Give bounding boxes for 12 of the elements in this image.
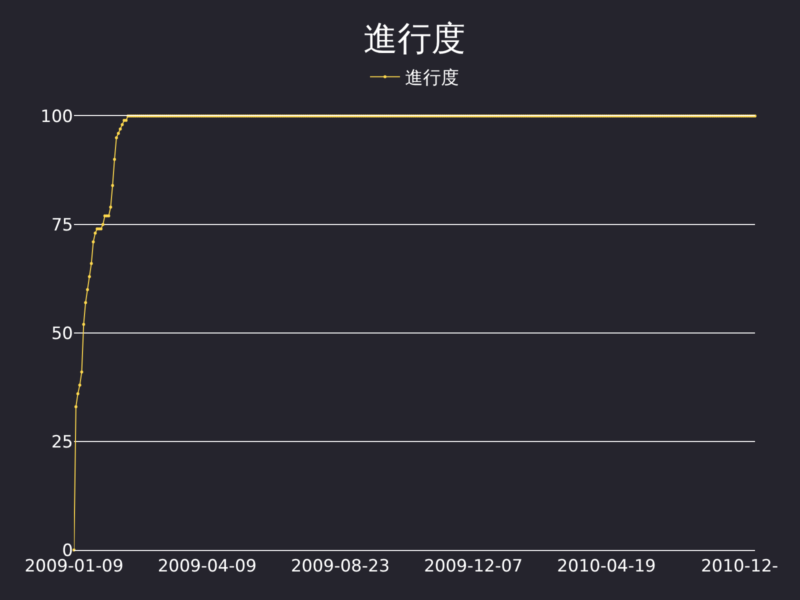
x-tick-label: 2009-08-23 — [290, 556, 390, 576]
y-tick-label: 75 — [51, 215, 73, 236]
x-tick-label: 2009-01-09 — [24, 556, 124, 576]
x-tick-label: 2009-12-07 — [424, 556, 523, 576]
x-tick-label: 2009-04-09 — [158, 556, 257, 576]
y-tick-label: 50 — [51, 324, 73, 344]
x-tick-label: 2010-12- — [700, 556, 778, 576]
chart-title: 進行度 — [364, 18, 466, 59]
legend-label: 進行度 — [405, 68, 459, 89]
y-tick-label: 100 — [40, 106, 73, 127]
x-tick-label: 2010-04-19 — [557, 556, 656, 576]
y-tick-label: 25 — [51, 432, 73, 452]
